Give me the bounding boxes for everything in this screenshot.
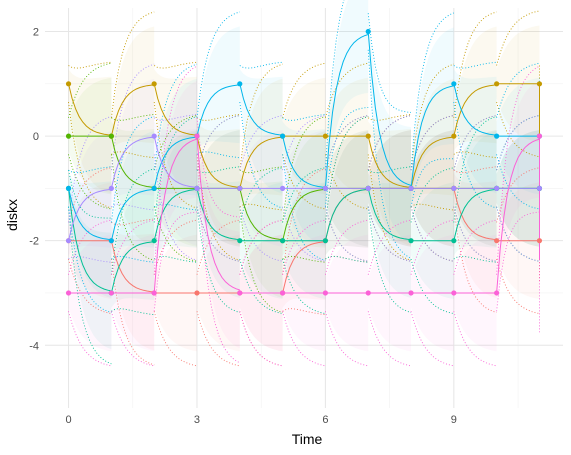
data-point <box>494 133 500 139</box>
data-point <box>322 185 329 191</box>
data-point <box>408 185 414 191</box>
x-axis-title: Time <box>292 431 323 447</box>
data-point <box>194 133 200 139</box>
data-point <box>536 81 543 87</box>
data-point <box>194 290 200 296</box>
series-band <box>68 80 540 352</box>
data-point <box>365 185 371 191</box>
series-line <box>68 136 540 294</box>
tick-labels: 0 3 6 9 -4 -2 0 2 <box>29 27 457 426</box>
data-point <box>151 238 157 244</box>
data-point <box>365 28 371 35</box>
data-point <box>279 185 286 191</box>
data-point <box>322 133 329 139</box>
series-line <box>68 31 540 241</box>
y-tick-label: -4 <box>29 340 39 352</box>
series-line <box>68 135 540 241</box>
data-point <box>536 133 543 139</box>
data-point <box>151 185 157 191</box>
series-band <box>68 77 540 298</box>
data-point <box>408 238 414 244</box>
data-point <box>451 185 457 191</box>
data-point <box>451 290 457 296</box>
data-point <box>451 133 457 139</box>
data-point <box>536 185 543 191</box>
data-point <box>322 290 329 296</box>
data-point <box>194 185 200 191</box>
data-point <box>451 238 457 244</box>
data-point <box>65 238 72 244</box>
data-point <box>494 81 500 87</box>
data-point <box>408 290 414 296</box>
data-point <box>494 238 500 244</box>
series-band <box>68 109 540 350</box>
series-band <box>68 0 540 298</box>
y-tick-label: 0 <box>33 131 39 143</box>
data-point <box>494 290 500 296</box>
observed-points <box>65 28 543 296</box>
data-point <box>108 185 114 191</box>
data-point <box>237 81 243 87</box>
data-point <box>536 238 543 244</box>
data-point <box>65 133 72 139</box>
x-tick-label: 9 <box>451 414 457 426</box>
data-point <box>451 81 457 87</box>
data-point <box>494 185 500 191</box>
fitted-lines <box>68 31 540 294</box>
confidence-bands <box>68 0 540 352</box>
data-point <box>108 133 114 139</box>
series-line <box>68 83 540 189</box>
data-point <box>365 290 371 296</box>
data-point <box>279 133 286 139</box>
data-point <box>108 238 114 244</box>
data-point <box>237 290 243 296</box>
data-point <box>65 290 72 296</box>
x-tick-label: 0 <box>65 414 71 426</box>
y-tick-label: -2 <box>29 236 39 248</box>
data-point <box>151 133 157 139</box>
series-band <box>68 78 540 256</box>
data-point <box>151 290 157 296</box>
y-tick-label: 2 <box>33 27 39 39</box>
data-point <box>151 81 157 87</box>
x-tick-label: 3 <box>194 414 200 426</box>
data-point <box>65 81 72 87</box>
data-point <box>322 238 329 244</box>
data-point <box>108 290 114 296</box>
data-point <box>65 185 72 191</box>
data-point <box>279 238 286 244</box>
data-point <box>237 185 243 191</box>
y-axis-title: diskx <box>4 199 20 231</box>
data-point <box>237 238 243 244</box>
data-point <box>365 133 371 139</box>
data-point <box>279 290 286 296</box>
x-tick-label: 6 <box>322 414 328 426</box>
